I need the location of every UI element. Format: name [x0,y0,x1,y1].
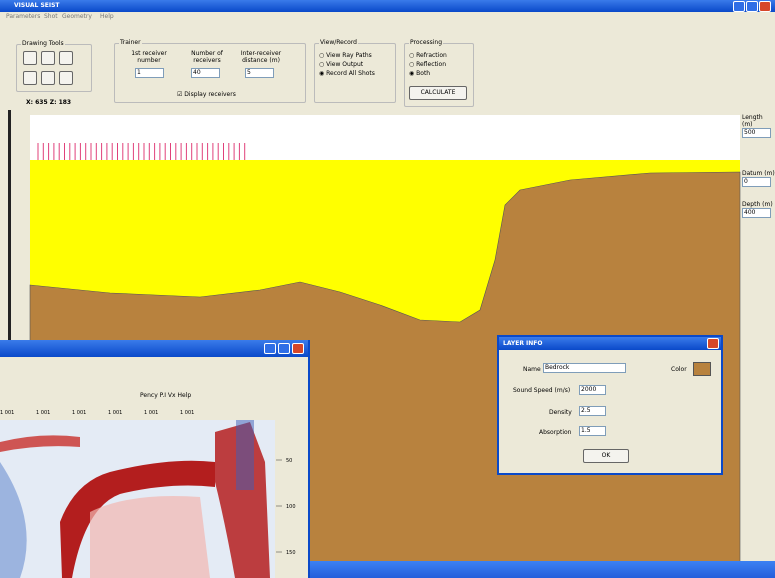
radio-label: Refraction [416,52,447,59]
close[interactable] [759,1,771,12]
close[interactable] [707,338,719,349]
side-panel: Length (m) 500 Datum (m) 0 Depth (m) 400 [742,114,775,218]
reflection [0,435,80,452]
color-swatch[interactable] [693,362,711,376]
taskbar [310,561,775,578]
menu-item[interactable]: Shot [44,13,58,20]
tick-label: 100 [286,504,296,510]
dialog-title-bar: LAYER INFO [499,337,721,350]
drawing-tools: Drawing Tools [16,40,92,92]
input[interactable]: Bedrock [543,363,626,373]
label: Name [523,366,541,373]
tool[interactable] [59,51,73,65]
menu-bar: Parameters Shot Geometry Help [0,13,775,22]
tick-label: 1 001 [0,410,14,416]
ticks: 1 001 1 001 1 001 1 001 1 001 1 001 50 100 150 [0,410,296,556]
label: Inter-receiver distance (m) [240,50,282,64]
radio[interactable]: ◉ Both [409,70,431,77]
window-title: VISUAL SEIST [14,2,60,9]
minimize[interactable] [264,343,276,354]
reflection [60,460,215,578]
output-window: Pency P.I Vx Help 1 001 1 001 1 001 1 001 1 … [0,340,310,578]
reflection [215,422,270,578]
menu: Pency P.I Vx Help [140,392,192,399]
receivers [37,143,246,160]
radio[interactable]: ◉ Record All Shots [319,70,375,77]
maximize[interactable] [746,1,758,12]
menu-item[interactable]: Geometry [62,13,92,20]
radio[interactable]: ○ Reflection [409,61,447,68]
tick-label: 1 001 [108,410,122,416]
tick-label: 1 001 [180,410,194,416]
input[interactable]: 500 [742,128,771,138]
input[interactable]: 1.5 [579,426,606,436]
radio-label: View Ray Paths [326,52,372,59]
radio-label: View Output [326,61,364,68]
layer-info-dialog: LAYER INFO Name Bedrock Color Sound Spee… [497,335,723,475]
title-bar: VISUAL SEIST [0,0,775,12]
label: Depth (m) [742,201,773,208]
input[interactable]: 40 [191,68,220,78]
label: Length (m) [742,114,763,128]
tool[interactable] [23,51,37,65]
label: Sound Speed (m/s) [513,387,571,394]
group-title: Processing [409,39,444,46]
tool[interactable] [41,71,55,85]
tick-label: 1 001 [36,410,50,416]
processing: Processing ○ Refraction ○ Reflection ◉ B… [404,39,474,107]
input[interactable]: 400 [742,208,771,218]
output-title-bar [0,340,308,357]
view-record: View/Record ○ View Ray Paths ○ View Outp… [314,39,396,103]
tick-label: 1 001 [72,410,86,416]
input[interactable]: 5 [245,68,274,78]
menu-item[interactable]: Help [100,13,114,20]
group-title: View/Record [319,39,358,46]
label: Datum (m) [742,170,775,177]
noise [236,420,254,490]
close[interactable] [292,343,304,354]
label: Number of receivers [191,50,223,64]
input[interactable]: 2000 [579,385,606,395]
group-title: Drawing Tools [21,40,65,47]
group-title: Trainer [119,39,142,46]
dialog-title: LAYER INFO [503,340,543,347]
checkbox[interactable]: ☑ Display receivers [177,91,236,98]
radio-label: Reflection [416,61,447,68]
input[interactable]: 0 [742,177,771,187]
label: Density [549,409,572,416]
tool[interactable] [41,51,55,65]
radio[interactable]: ○ View Output [319,61,364,68]
input[interactable]: 2.5 [579,406,606,416]
tool[interactable] [59,71,73,85]
radio[interactable]: ○ View Ray Paths [319,52,372,59]
minimize[interactable] [733,1,745,12]
tool[interactable] [23,71,37,85]
tick-label: 150 [286,550,296,556]
label: 1st receiver number [131,50,167,64]
checkbox-label: Display receivers [184,91,236,98]
input[interactable]: 1 [135,68,164,78]
reflection [90,496,210,578]
radio[interactable]: ○ Refraction [409,52,447,59]
label: Absorption [539,429,572,436]
coordinates: X: 635 Z: 183 [26,99,72,106]
tick-label: 50 [286,458,292,464]
menu-item[interactable]: Parameters [6,13,41,20]
radio-label: Record All Shots [326,70,375,77]
trainer: Trainer 1st receiver number 1 Number of … [114,39,306,103]
ok-button[interactable]: OK [583,449,629,463]
tick-label: 1 001 [144,410,158,416]
noise [0,462,27,578]
label: Color [671,366,687,373]
calculate-button[interactable]: CALCULATE [409,86,467,100]
seismic-section: 1 001 1 001 1 001 1 001 1 001 1 001 50 100 150 [0,410,296,578]
maximize[interactable] [278,343,290,354]
radio-label: Both [416,70,431,77]
